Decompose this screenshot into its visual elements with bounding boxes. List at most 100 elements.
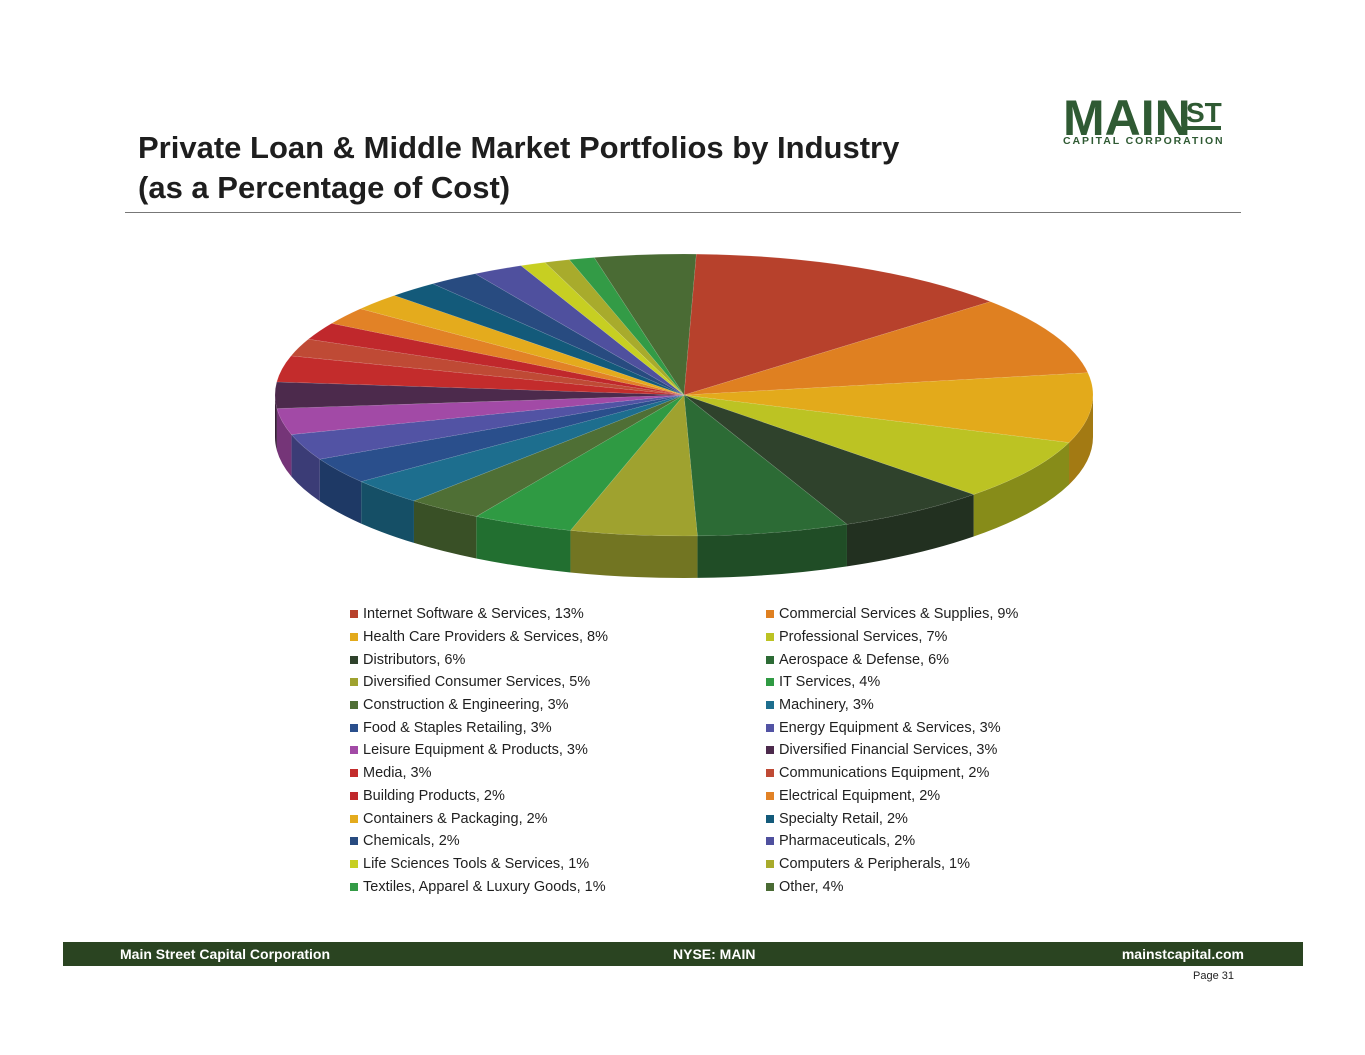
legend-swatch: [766, 837, 774, 846]
legend-item-health-care-providers-services: Health Care Providers & Services, 8%: [350, 626, 766, 649]
legend-item-distributors: Distributors, 6%: [350, 648, 766, 671]
legend-swatch: [766, 633, 774, 642]
pie-slice-aerospace-defense: [683, 394, 848, 537]
legend-swatch: [350, 723, 358, 732]
pie-side-construction-engineering: [413, 500, 477, 559]
footer-website: mainstcapital.com: [1121, 946, 1244, 962]
pie-slice-pharmaceuticals: [474, 265, 685, 396]
legend-item-chemicals: Chemicals, 2%: [350, 830, 766, 853]
legend-item-leisure-equipment-products: Leisure Equipment & Products, 3%: [350, 739, 766, 762]
logo-main-text: MAIN: [1063, 90, 1191, 146]
legend-label: Building Products, 2%: [363, 787, 505, 804]
legend-item-specialty-retail: Specialty Retail, 2%: [766, 807, 1070, 830]
legend-item-commercial-services-supplies: Commercial Services & Supplies, 9%: [766, 603, 1070, 626]
legend-label: Communications Equipment, 2%: [779, 765, 990, 782]
legend-item-construction-engineering: Construction & Engineering, 3%: [350, 694, 766, 717]
legend-swatch: [766, 746, 774, 755]
footer-company: Main Street Capital Corporation: [120, 946, 331, 962]
pie-slice-electrical-equipment: [330, 308, 685, 396]
legend-label: Electrical Equipment, 2%: [779, 787, 941, 804]
legend-label: Distributors, 6%: [363, 651, 466, 668]
pie-slice-chemicals: [431, 273, 685, 396]
pie-slice-leisure-equipment-products: [276, 394, 685, 435]
legend-item-aerospace-defense: Aerospace & Defense, 6%: [766, 648, 1070, 671]
legend-swatch: [766, 655, 774, 664]
pie-slice-computers-peripherals: [544, 259, 685, 396]
legend-swatch: [350, 610, 358, 619]
title-divider: [125, 212, 1241, 213]
pie-slice-energy-equipment-services: [290, 394, 685, 460]
legend-label: Leisure Equipment & Products, 3%: [363, 742, 588, 759]
pie-slice-food-staples-retailing: [319, 394, 685, 482]
legend-item-life-sciences-tools-services: Life Sciences Tools & Services, 1%: [350, 853, 766, 876]
legend-item-media: Media, 3%: [350, 762, 766, 785]
legend-swatch: [766, 769, 774, 778]
pie-side-professional-services: [973, 442, 1070, 537]
pie-slice-building-products: [307, 323, 685, 396]
legend-label: Computers & Peripherals, 1%: [779, 855, 970, 872]
legend-item-professional-services: Professional Services, 7%: [766, 626, 1070, 649]
pie-side-diversified-financial-services: [275, 395, 277, 451]
legend-swatch: [766, 678, 774, 687]
pie-slice-commercial-services-supplies: [683, 301, 1089, 396]
legend-item-containers-packaging: Containers & Packaging, 2%: [350, 807, 766, 830]
legend-swatch: [350, 746, 358, 755]
legend-swatch: [766, 723, 774, 732]
pie-slice-health-care-providers-services: [683, 372, 1094, 443]
footer-ticker: NYSE: MAIN: [673, 946, 756, 962]
pie-side-aerospace-defense: [697, 524, 847, 578]
pie-slice-distributors: [683, 394, 975, 525]
legend-label: Machinery, 3%: [779, 697, 874, 714]
legend-label: Energy Equipment & Services, 3%: [779, 719, 1001, 736]
title-line-1: Private Loan & Middle Market Portfolios …: [138, 130, 900, 165]
pie-slice-other: [593, 253, 697, 396]
legend-label: Diversified Financial Services, 3%: [779, 742, 998, 759]
pie-slice-life-sciences-tools-services: [520, 262, 685, 396]
pie-side-diversified-consumer-services: [570, 530, 698, 578]
slide-title: Private Loan & Middle Market Portfolios …: [138, 128, 899, 208]
legend-swatch: [350, 701, 358, 710]
logo-subtitle: CAPITAL CORPORATION: [1063, 135, 1225, 147]
pie-slice-internet-software-services: [683, 253, 992, 396]
legend-label: Food & Staples Retailing, 3%: [363, 719, 552, 736]
legend-swatch: [766, 610, 774, 619]
legend-item-pharmaceuticals: Pharmaceuticals, 2%: [766, 830, 1070, 853]
logo-underline: [1186, 126, 1221, 130]
pie-slice-diversified-financial-services: [274, 381, 685, 409]
legend-swatch: [766, 701, 774, 710]
legend-swatch: [766, 859, 774, 868]
legend-label: Specialty Retail, 2%: [779, 810, 908, 827]
legend-swatch: [766, 882, 774, 891]
pie-slice-diversified-consumer-services: [569, 394, 698, 537]
legend-label: Professional Services, 7%: [779, 629, 948, 646]
legend-item-energy-equipment-services: Energy Equipment & Services, 3%: [766, 716, 1070, 739]
legend-label: Other, 4%: [779, 878, 844, 895]
legend-item-electrical-equipment: Electrical Equipment, 2%: [766, 785, 1070, 808]
pie-side-machinery: [361, 481, 414, 543]
legend-item-computers-peripherals: Computers & Peripherals, 1%: [766, 853, 1070, 876]
pie-side-leisure-equipment-products: [276, 408, 292, 477]
company-logo: MAIN ST CAPITAL CORPORATION: [1062, 90, 1225, 150]
legend-item-diversified-consumer-services: Diversified Consumer Services, 5%: [350, 671, 766, 694]
footer-bar: Main Street Capital Corporation NYSE: MA…: [63, 942, 1303, 966]
legend-swatch: [350, 837, 358, 846]
legend-label: IT Services, 4%: [779, 674, 881, 691]
legend-item-it-services: IT Services, 4%: [766, 671, 1070, 694]
pie-slice-construction-engineering: [413, 394, 685, 517]
industry-pie-chart: [274, 253, 1094, 578]
legend-label: Containers & Packaging, 2%: [363, 810, 548, 827]
legend-label: Internet Software & Services, 13%: [363, 606, 584, 623]
legend-swatch: [350, 882, 358, 891]
pie-side-it-services: [476, 516, 571, 573]
pie-side-energy-equipment-services: [291, 434, 320, 502]
legend-swatch: [350, 655, 358, 664]
pie-side-food-staples-retailing: [319, 459, 362, 524]
chart-legend: Internet Software & Services, 13% Commerc…: [350, 603, 1070, 898]
pie-slice-media: [276, 355, 685, 396]
legend-item-food-staples-retailing: Food & Staples Retailing, 3%: [350, 716, 766, 739]
legend-item-communications-equipment: Communications Equipment, 2%: [766, 762, 1070, 785]
legend-item-internet-software-services: Internet Software & Services, 13%: [350, 603, 766, 626]
legend-label: Media, 3%: [363, 765, 432, 782]
legend-label: Pharmaceuticals, 2%: [779, 833, 916, 850]
pie-slice-textiles-apparel-luxury-goods: [568, 257, 685, 396]
